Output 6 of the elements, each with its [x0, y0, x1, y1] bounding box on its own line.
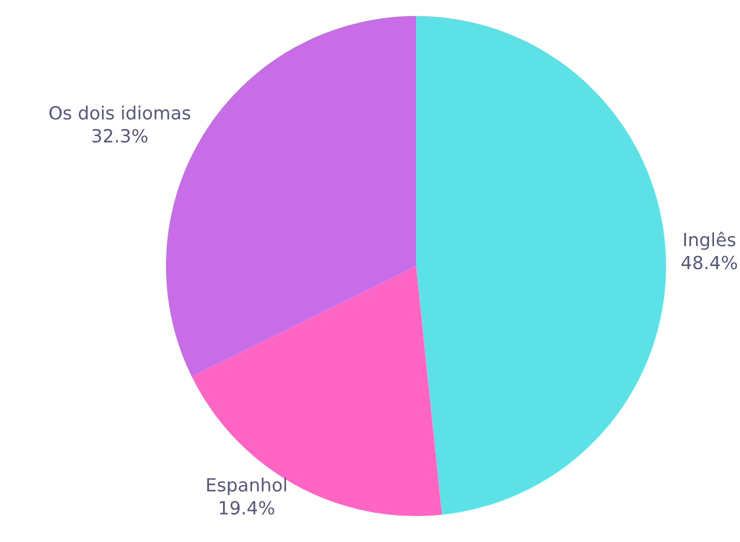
data-label: 19.4%: [220, 500, 274, 515]
slice-label: Inglês: [684, 232, 736, 250]
slice-label: Espanhol: [207, 478, 286, 496]
slice-label: Os dois idiomas: [49, 106, 190, 120]
data-label: 32.3%: [92, 128, 148, 143]
data-label: 48.4%: [682, 256, 738, 270]
